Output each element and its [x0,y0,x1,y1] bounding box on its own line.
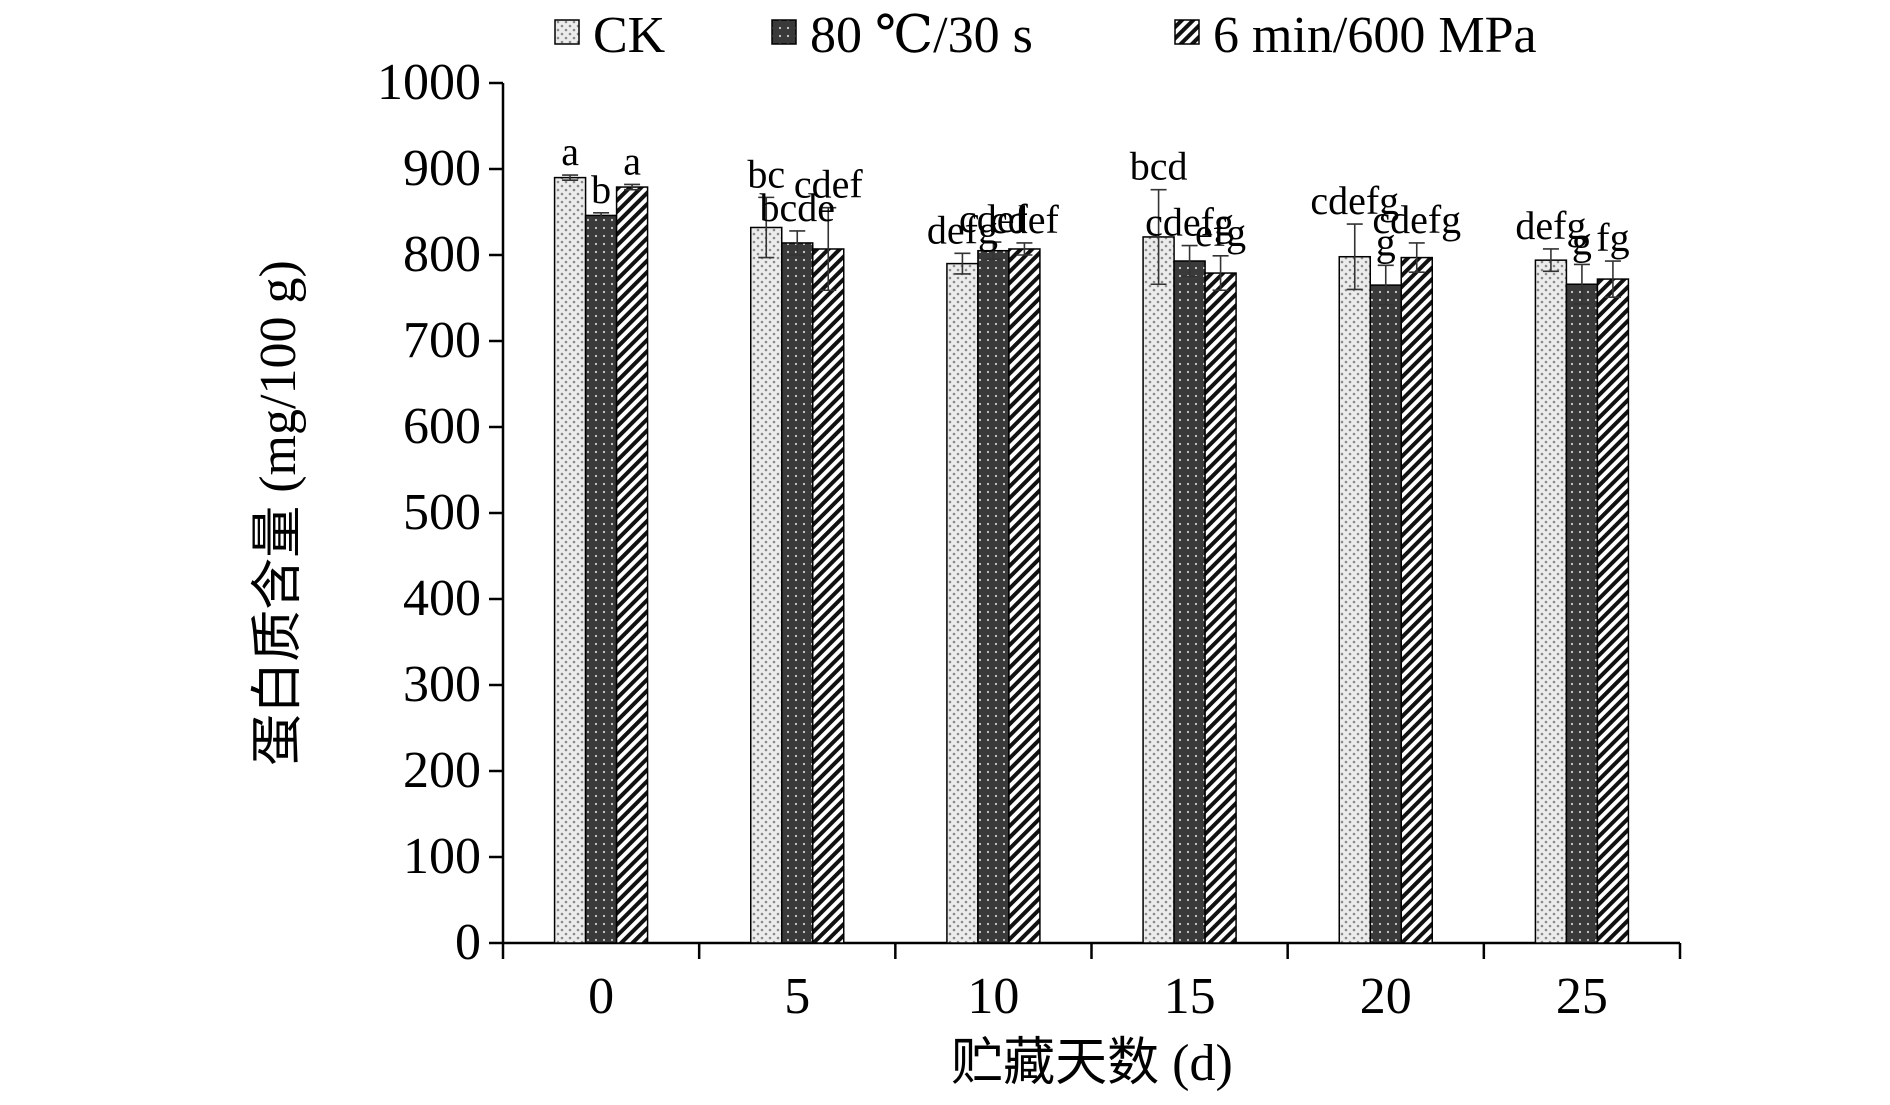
x-tick-label: 15 [1164,968,1216,1025]
bar [1008,248,1041,944]
significance-label: g [1572,218,1592,263]
significance-label: efg [1195,210,1246,255]
bar [1369,284,1402,944]
bar [584,214,618,944]
y-tick-label: 1000 [377,54,481,111]
x-tick-label: 10 [967,968,1019,1025]
y-axis-label: 蛋白质含量 (mg/100 g) [250,260,307,766]
significance-label: a [561,129,579,174]
legend-swatch [1174,19,1200,45]
legend-label: 6 min/600 MPa [1213,7,1537,64]
bar [1142,236,1175,944]
x-tick-label: 5 [784,968,810,1025]
bar [615,186,649,944]
y-tick-label: 0 [455,914,481,971]
x-tick-label: 20 [1360,968,1412,1025]
bar [1534,259,1568,944]
significance-label: bc [747,151,785,196]
significance-label: a [623,138,641,183]
bar [1596,278,1630,944]
y-tick-label: 300 [403,656,481,713]
y-tick-label: 200 [403,742,481,799]
significance-label: g [1376,219,1396,264]
y-tick-label: 900 [403,140,481,197]
legend-swatch [771,19,797,45]
bar [1565,283,1599,944]
bar [1204,272,1237,944]
bar [781,242,814,944]
y-tick-label: 700 [403,312,481,369]
significance-label: b [591,167,611,212]
x-tick-label: 25 [1556,968,1608,1025]
bar [946,262,979,944]
significance-label: cdef [990,197,1060,242]
significance-label: bcd [1130,144,1188,189]
legend-label: CK [593,7,666,64]
y-tick-label: 600 [403,398,481,455]
bar [553,176,587,944]
bar [812,248,845,944]
y-tick-label: 500 [403,484,481,541]
significance-label: cdef [959,196,1029,241]
bar [1173,260,1206,944]
bars [553,174,1630,944]
significance-label: defg [927,207,998,252]
significance-label: fg [1596,215,1629,260]
x-axis-label: 贮藏天数 (d) [951,1035,1233,1092]
legend-label: 80 ℃/30 s [810,7,1033,64]
significance-label: cdefg [1145,200,1234,245]
significance-label: cdefg [1372,197,1461,242]
y-tick-label: 800 [403,226,481,283]
bar [1400,256,1433,944]
y-tick-label: 100 [403,828,481,885]
significance-label: cdefg [1310,178,1399,223]
x-axis: 0 5 10 15 20 25 [501,941,1682,1025]
legend: CK 80 ℃/30 s 6 min/600 MPa [554,7,1537,64]
significance-label: defg [1515,203,1586,248]
x-tick-label: 0 [588,968,614,1025]
bar [750,226,783,944]
y-tick-label: 400 [403,570,481,627]
bar [1338,255,1371,944]
significance-label: bcde [759,185,835,230]
significance-label: cdef [794,162,864,207]
y-axis: 0 100 200 300 400 500 600 700 800 900 1000 [377,54,505,971]
legend-swatch [554,19,580,45]
bar [977,249,1010,944]
